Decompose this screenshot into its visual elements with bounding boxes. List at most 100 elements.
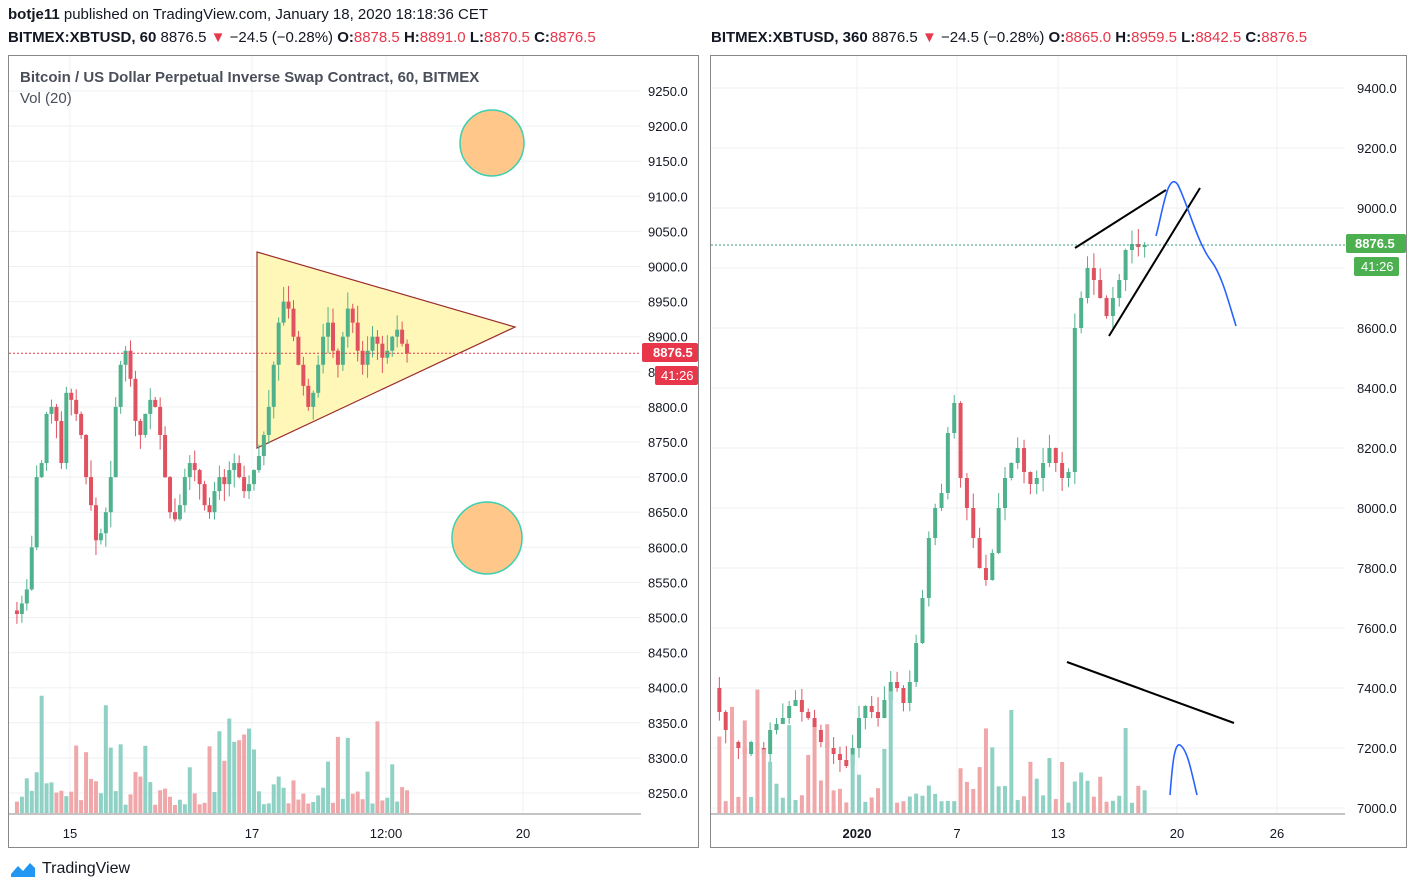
left-h: 8891.0 xyxy=(419,29,466,46)
left-volume-bar xyxy=(74,745,79,813)
right-candle-body xyxy=(799,700,804,712)
right-volume-bar xyxy=(1091,796,1096,813)
right-candle-body xyxy=(945,433,950,493)
right-candle-body xyxy=(736,742,741,748)
right-candle-body xyxy=(818,730,823,742)
right-candle-body xyxy=(907,682,912,703)
left-candle-body xyxy=(242,477,247,492)
right-volume-bar xyxy=(768,761,773,813)
right-y-tick-label: 9000.0 xyxy=(1357,201,1397,216)
right-candle-body xyxy=(1034,478,1039,484)
right-candle-body xyxy=(1053,448,1058,463)
right-candle-body xyxy=(806,712,811,718)
right-candle-body xyxy=(793,700,798,706)
right-candle-body xyxy=(1098,280,1103,298)
left-volume-bar xyxy=(103,705,108,813)
wedge-upper-line xyxy=(1074,189,1167,249)
right-candle-body xyxy=(876,712,881,718)
right-candle-body xyxy=(952,403,957,433)
right-volume-bar xyxy=(806,754,811,813)
right-volume-bar xyxy=(907,796,912,813)
left-candle-body xyxy=(59,420,64,464)
left-l-label: L: xyxy=(469,29,484,46)
left-x-tick-label: 20 xyxy=(516,826,530,841)
left-volume-bar xyxy=(29,790,34,813)
right-symbol: BITMEX:XBTUSD, 360 xyxy=(711,29,868,46)
right-volume-bar xyxy=(1015,799,1020,813)
right-volume-bar xyxy=(952,801,957,813)
target-circle-top xyxy=(459,109,525,177)
left-candle-body xyxy=(227,470,232,485)
right-candle-body xyxy=(749,742,754,754)
right-volume-bar xyxy=(1085,780,1090,813)
left-y-tick-label: 8450.0 xyxy=(648,646,688,661)
right-candle-body xyxy=(1117,280,1122,298)
right-volume-bar xyxy=(1098,776,1103,813)
right-chart-pane[interactable] xyxy=(710,55,1346,848)
left-o-label: O: xyxy=(337,29,354,46)
right-o-label: O: xyxy=(1048,29,1066,46)
right-candle-body xyxy=(1142,244,1147,247)
left-candle-body xyxy=(79,413,84,435)
publisher-name[interactable]: botje11 xyxy=(8,6,60,23)
left-volume-bar xyxy=(330,802,335,813)
left-volume-bar xyxy=(281,787,286,813)
left-candle-body xyxy=(93,505,98,541)
left-candle-body xyxy=(98,533,103,541)
left-candle-body xyxy=(103,512,108,534)
left-candle-body xyxy=(128,350,133,379)
right-volume-bar xyxy=(1041,795,1046,813)
left-y-tick-label: 8400.0 xyxy=(648,681,688,696)
right-candle-body xyxy=(1085,268,1090,298)
right-volume-bar xyxy=(1060,761,1065,813)
right-candle-body xyxy=(882,700,887,718)
tradingview-logo-icon xyxy=(11,863,35,877)
right-candle-body xyxy=(869,706,874,712)
left-c: 8876.5 xyxy=(549,29,596,46)
footer-brand[interactable]: TradingView xyxy=(10,860,130,878)
right-x-tick-label: 26 xyxy=(1270,826,1284,841)
left-volume-bar xyxy=(261,804,266,813)
right-candle-body xyxy=(1091,268,1096,280)
left-volume-bar xyxy=(370,803,375,813)
left-volume-bar xyxy=(59,790,64,813)
left-volume-bar xyxy=(133,771,138,813)
left-price-axis[interactable] xyxy=(641,55,699,848)
left-candle-body xyxy=(69,392,74,400)
projected-volume-path xyxy=(1169,744,1198,796)
right-volume-bar xyxy=(983,728,988,813)
left-volume-bar xyxy=(222,760,227,813)
right-candle-body xyxy=(920,598,925,643)
right-candle-body xyxy=(863,706,868,718)
left-volume-bar xyxy=(375,721,380,813)
right-volume-bar xyxy=(945,800,950,813)
right-price-axis[interactable] xyxy=(1345,55,1407,848)
left-candle-body xyxy=(345,308,350,337)
left-volume-bar xyxy=(271,784,276,813)
left-y-tick-label: 8700.0 xyxy=(648,470,688,485)
left-volume-bar xyxy=(311,802,316,813)
right-volume-bar xyxy=(895,802,900,813)
left-volume-bar xyxy=(93,781,98,813)
left-candle-body xyxy=(168,477,173,513)
right-candle-body xyxy=(1072,328,1077,472)
right-h-label: H: xyxy=(1115,29,1132,46)
right-volume-bar xyxy=(831,790,836,813)
right-y-tick-label: 9200.0 xyxy=(1357,141,1397,156)
left-price-tag-text: 8876.5 xyxy=(653,345,693,360)
right-x-tick-label: 13 xyxy=(1051,826,1065,841)
left-volume-bar xyxy=(49,782,54,813)
left-y-tick-label: 8300.0 xyxy=(648,751,688,766)
left-volume-bar xyxy=(345,737,350,813)
right-volume-bar xyxy=(1072,781,1077,813)
right-volume-bar xyxy=(971,788,976,813)
right-price-tag xyxy=(1346,234,1406,253)
left-candle-body xyxy=(34,477,39,548)
left-candle-body xyxy=(247,484,252,492)
left-candle-body xyxy=(197,470,202,485)
right-y-tick-label: 7000.0 xyxy=(1357,801,1397,816)
left-candle-body xyxy=(232,463,237,471)
right-candle-body xyxy=(933,508,938,538)
right-volume-bar xyxy=(958,768,963,813)
left-candle-body xyxy=(311,392,316,407)
